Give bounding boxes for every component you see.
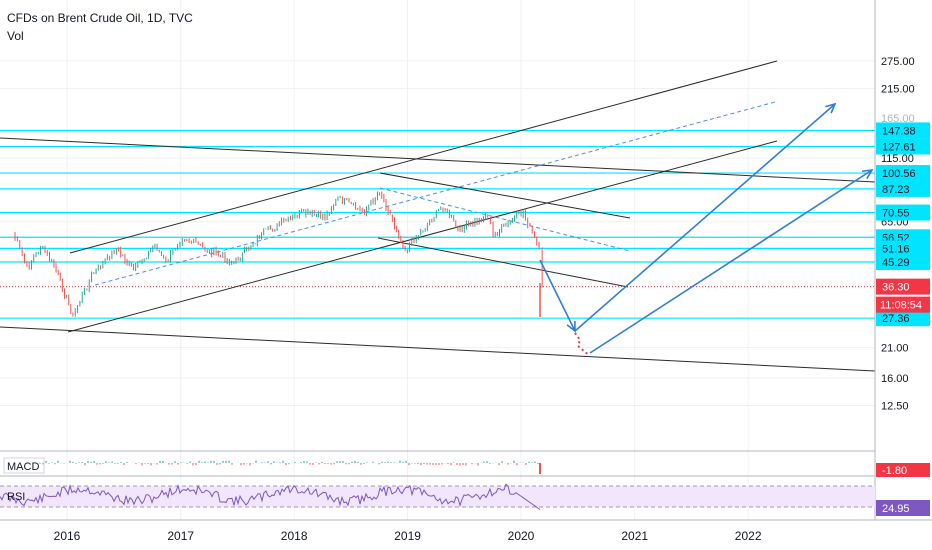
rsi-line <box>0 483 541 510</box>
arrow-up-path <box>574 103 836 332</box>
grid <box>0 0 875 520</box>
ascending-support-line <box>67 140 778 333</box>
time-tick-label: 2022 <box>735 529 762 543</box>
time-tick-label: 2016 <box>54 529 81 543</box>
countdown-badge <box>876 296 930 313</box>
arrow-up-long-path <box>589 169 873 354</box>
price-tick-label: 165.00 <box>881 113 915 125</box>
rsi-pane: RSI <box>0 483 875 510</box>
arrow-up-long-path-head <box>861 168 874 179</box>
level-badge-label: 70.55 <box>882 208 910 220</box>
level-badge <box>876 165 930 182</box>
time-tick-label: 2017 <box>167 529 194 543</box>
rsi-band <box>0 486 875 507</box>
rsi-label: RSI <box>7 491 25 503</box>
level-badge-label: 51.16 <box>882 243 910 255</box>
long-descending-line <box>0 137 876 183</box>
descending-resistance-line <box>379 172 631 219</box>
level-badge-label: 27.36 <box>882 313 910 325</box>
price-tick-label: 275.00 <box>881 56 915 68</box>
macd-pane: MACD <box>3 457 541 474</box>
level-badge <box>876 310 930 327</box>
time-tick-label: 2018 <box>281 529 308 543</box>
last-price-badge <box>876 278 930 295</box>
macd-label: MACD <box>7 461 39 473</box>
price-tick-label: 21.00 <box>881 343 909 355</box>
time-tick-label: 2019 <box>394 529 421 543</box>
dashed-midline-ascending <box>94 101 776 286</box>
volume-label: Vol <box>7 29 24 43</box>
level-badge-label: 87.23 <box>882 184 910 196</box>
lower-channel-line <box>0 326 876 372</box>
ascending-resistance-line <box>69 60 778 254</box>
macd-value-label: -1.80 <box>882 465 907 477</box>
arrow-down-path <box>539 259 576 332</box>
chart-title: CFDs on Brent Crude Oil, 1D, TVC <box>7 11 193 25</box>
projection-arrows <box>539 102 874 356</box>
level-badge <box>876 122 930 139</box>
macd-value-badge <box>876 463 930 477</box>
level-badge <box>876 240 930 257</box>
level-badge-label: 127.61 <box>882 141 916 153</box>
level-lines <box>0 129 875 319</box>
rsi-value-badge <box>876 500 930 516</box>
price-scale[interactable]: 275.00215.00115.0065.0021.0016.0012.5014… <box>876 56 930 516</box>
descending-support-line <box>377 237 629 288</box>
level-badge <box>876 180 930 197</box>
level-badge <box>876 253 930 270</box>
dashed-midline-descending <box>379 187 631 252</box>
level-badge <box>876 138 930 155</box>
macd-label-box <box>3 457 45 474</box>
price-tick-label: 215.00 <box>881 83 915 95</box>
price-tick-label: 12.50 <box>881 400 909 412</box>
level-badge <box>876 204 930 221</box>
last-price-label: 36.30 <box>882 282 910 294</box>
level-badge-label: 100.56 <box>882 168 916 180</box>
time-tick-label: 2021 <box>621 529 648 543</box>
price-tick-label: 115.00 <box>881 153 914 165</box>
dotted-drop-path <box>574 332 590 356</box>
trendlines <box>0 60 876 372</box>
level-badge-label: 147.38 <box>882 125 916 137</box>
time-scale[interactable]: 2016 2017 2018 2019 2020 2021 2022 <box>54 529 762 543</box>
price-tick-label: 16.00 <box>881 373 909 385</box>
arrow-up-path-head <box>825 102 837 114</box>
price-candles <box>14 191 543 317</box>
level-badge-label: 45.29 <box>882 257 910 269</box>
time-tick-label: 2020 <box>508 529 535 543</box>
rsi-value-label: 24.95 <box>882 503 910 515</box>
countdown-label: 11:08:54 <box>880 300 922 312</box>
